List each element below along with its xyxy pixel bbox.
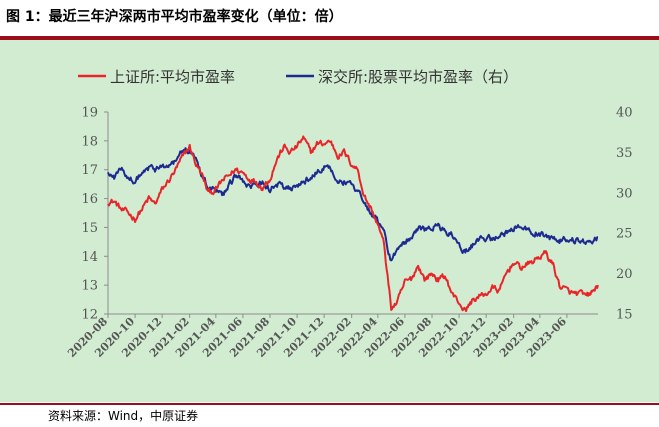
right-tick-label: 15 <box>616 308 633 323</box>
source-note: 资料来源：Wind，中原证券 <box>48 409 199 423</box>
left-tick-label: 14 <box>81 250 98 265</box>
line-chart: 12131415161718191520253035402020-082020-… <box>65 68 632 360</box>
chart-panel: 12 13 14 15 16 17 18 19 15 20 25 30 35 40 2020-08 2020-… <box>0 40 659 402</box>
left-tick-label: 18 <box>81 134 98 149</box>
left-tick-label: 12 <box>81 308 98 323</box>
legend-sse: 上证所:平均市盈率 <box>78 68 235 86</box>
left-tick-label: 19 <box>81 106 98 121</box>
title-rule <box>0 36 659 40</box>
legend: 上证所:平均市盈率 深交所:股票平均市盈率（右） <box>78 68 518 86</box>
figure-title: 图 1：最近三年沪深两市平均市盈率变化（单位：倍） <box>6 9 343 25</box>
right-tick-label: 35 <box>616 146 633 161</box>
left-tick-label: 17 <box>81 163 98 178</box>
right-tick-label: 20 <box>616 267 633 282</box>
right-tick-label: 25 <box>616 227 633 242</box>
bottom-rule <box>0 403 659 405</box>
series-lines <box>107 135 599 313</box>
left-tick-label: 16 <box>81 192 98 207</box>
left-tick-label: 13 <box>81 279 98 294</box>
legend-szse: 深交所:股票平均市盈率（右） <box>286 68 518 86</box>
left-tick-label: 15 <box>81 221 98 236</box>
legend-szse-label: 深交所:股票平均市盈率（右） <box>318 68 518 86</box>
series-line-sse <box>107 135 599 313</box>
legend-sse-label: 上证所:平均市盈率 <box>110 68 235 86</box>
right-tick-label: 30 <box>616 186 633 201</box>
right-tick-label: 40 <box>616 106 633 121</box>
axes: 12131415161718191520253035402020-082020-… <box>65 106 632 360</box>
series-line-szse <box>107 147 599 262</box>
